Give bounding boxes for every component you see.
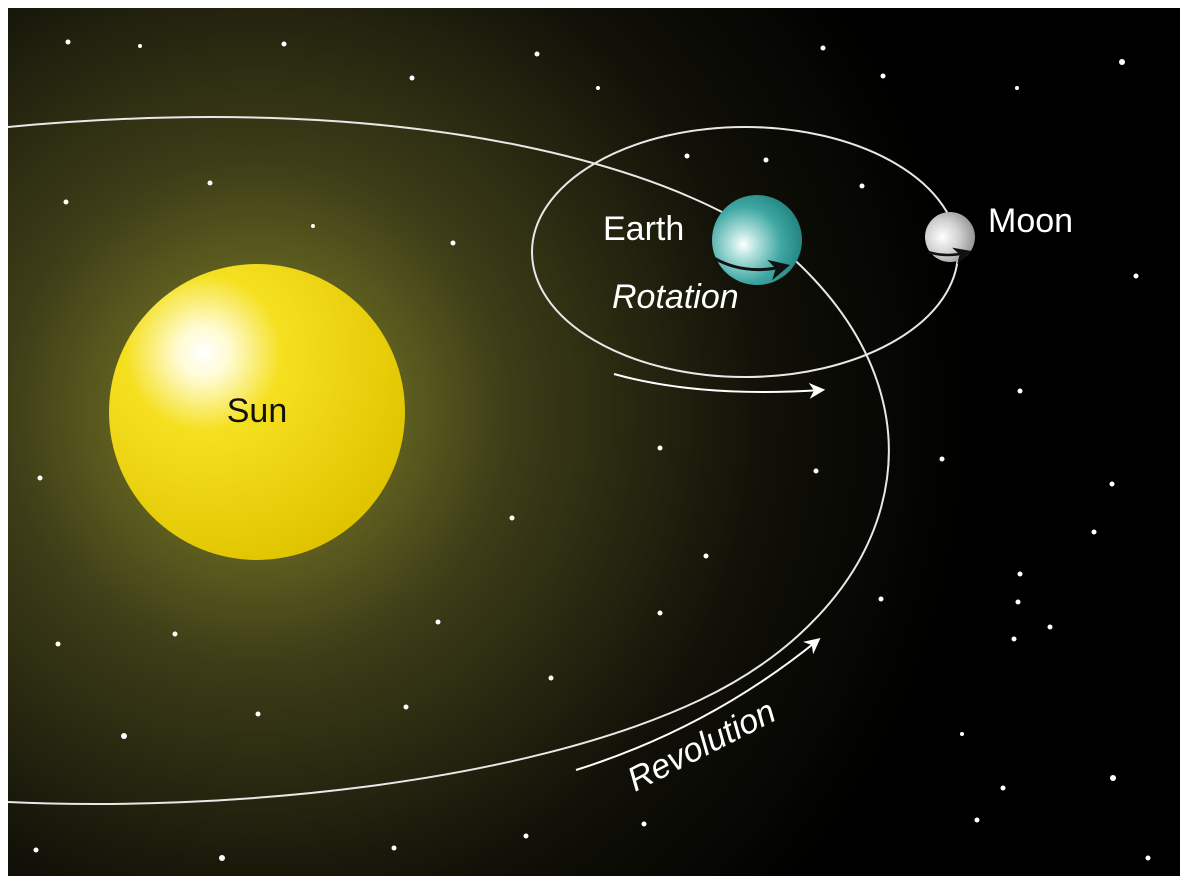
earth [712,195,802,285]
earth-label: Earth [603,210,684,248]
revolution-arrow [575,637,821,771]
stars [33,39,1151,861]
sun [109,264,405,560]
moon-label: Moon [988,202,1073,240]
rotation-label: Rotation [612,278,739,316]
rotation-arrow [713,256,791,281]
sun-label: Sun [227,392,288,430]
moon-arrow [927,247,972,265]
orbit-direction-arrow [613,373,826,399]
revolution-orbit [7,116,890,805]
